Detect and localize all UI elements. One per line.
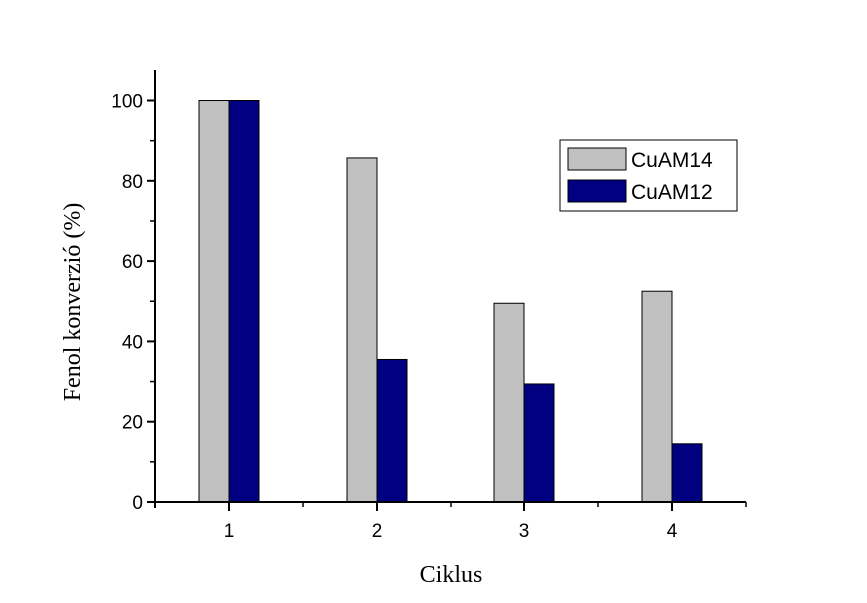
bar-cuam12-cycle-4: [671, 443, 703, 503]
legend-swatch-cuam14: [567, 147, 627, 171]
bar-cuam14-cycle-1: [198, 100, 230, 503]
x-axis-title: Ciklus: [420, 562, 483, 588]
y-tick-label: 60: [122, 252, 143, 273]
bars-group: [198, 100, 703, 503]
x-tick-label: 4: [667, 521, 678, 542]
y-tick-label: 100: [111, 92, 143, 113]
x-tick-label: 3: [519, 521, 530, 542]
y-tick-label: 0: [132, 493, 143, 514]
legend-swatch-cuam12: [567, 179, 627, 203]
y-tick-label: 80: [122, 172, 143, 193]
x-tick-label: 2: [372, 521, 383, 542]
y-ticks-group: 0 20 40 60 80 100: [111, 92, 155, 514]
bar-cuam12-cycle-3: [523, 383, 555, 503]
y-tick-label: 40: [122, 332, 143, 353]
y-axis-title: Fenol konverzió (%): [60, 203, 86, 402]
axes-group: [154, 70, 746, 508]
bar-cuam14-cycle-2: [346, 157, 378, 503]
x-tick-label: 1: [224, 521, 235, 542]
legend-label-cuam14: CuAM14: [631, 149, 713, 172]
bar-cuam12-cycle-2: [376, 358, 408, 503]
bar-cuam14-cycle-3: [493, 302, 525, 503]
bar-cuam14-cycle-4: [641, 290, 673, 503]
x-ticks-group: 1 2 3 4: [154, 502, 747, 542]
legend-label-cuam12: CuAM12: [631, 181, 713, 204]
bar-cuam12-cycle-1: [228, 100, 260, 503]
y-tick-label: 20: [122, 413, 143, 434]
legend: CuAM14 CuAM12: [559, 139, 738, 212]
